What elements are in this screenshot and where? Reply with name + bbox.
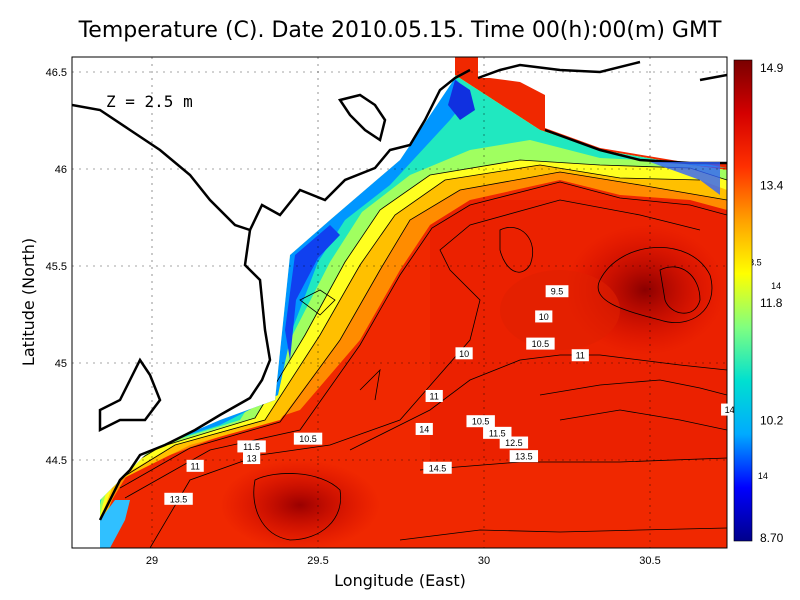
contour-label-text: 14.5 [429,463,447,473]
contour-label-text: 11 [576,351,585,361]
x-tick-label: 30 [478,555,490,567]
y-tick-label: 44.5 [46,455,67,467]
contour-label: 10 [535,310,553,323]
contour-label-text: 10 [459,349,469,359]
contour-label: 14 [767,279,785,292]
y-tick-label: 46 [55,164,67,176]
isotherm-band-10 [285,225,340,360]
contour-label: 12.5 [499,436,529,449]
contour-label: 13 [243,452,261,465]
contour-label-text: 11.5 [243,442,260,452]
colorbar-label: 14.9 [760,61,784,75]
y-tick-label: 46.5 [46,67,67,79]
contour-label: 14 [415,422,433,435]
contour-label: 11.5 [483,426,512,439]
colorbar-label: 8.70 [760,531,784,545]
x-tick-label: 30.5 [639,555,660,567]
x-tick-label: 29 [146,555,158,567]
contour-label-text: 14 [758,471,768,481]
colorbar-label: 13.4 [760,179,784,193]
contour-label-text: 10.5 [472,417,490,427]
contour-label-text: 12.5 [505,438,523,448]
contour-label-text: 11 [430,391,439,401]
contour-label-text: 10 [539,312,549,322]
warm-core-south [220,460,380,548]
colorbar-label: 11.8 [760,296,783,310]
y-tick-label: 45.5 [46,261,67,273]
contour-label-text: 10.5 [532,339,550,349]
x-axis-label: Longitude (East) [334,571,466,590]
plot-frame [71,56,728,549]
contour-label: 9.5 [545,285,569,298]
x-tick-label: 29.5 [307,555,328,567]
coastline [72,60,727,521]
gridlines [72,57,727,548]
contour-label-text: 11 [190,461,199,471]
contour-label-text: 14 [725,405,735,415]
contour-label: 14.5 [423,461,452,474]
contour-label-text: 10.5 [299,434,317,444]
colorbar-labels: 14.9 13.4 11.8 10.2 8.70 [760,61,784,545]
contour-label: 14 [754,469,772,482]
contour-label: 11 [186,459,204,472]
colorbar [733,59,753,542]
contour-label-text: 14 [419,424,429,434]
contour-label: 10.5 [293,432,323,445]
contour-label: 11.5 [237,440,266,453]
contour-label: 11 [571,349,589,362]
contour-label: 13.5 [509,450,539,463]
depth-label: Z = 2.5 m [106,92,193,111]
contour-label-text: 13 [247,454,257,464]
contour-label-text: 13.5 [744,258,762,268]
contour-label: 10.5 [526,337,555,350]
contour-label: 10.5 [466,415,495,428]
contour-label-text: 14 [771,281,781,291]
y-axis-label: Latitude (North) [19,238,38,366]
chart-title: Temperature (C). Date 2010.05.15. Time 0… [78,18,722,43]
contour-label-text: 13.5 [515,452,533,462]
y-tick-labels: 46.5 46 45.5 45 44.5 [46,67,67,467]
contour-label-text: 13.5 [170,494,188,504]
colorbar-label: 10.2 [760,414,784,428]
contour-label: 11 [425,389,443,402]
contour-label-text: 9.5 [551,287,564,297]
map-field [72,57,727,548]
contour-label: 13.5 [164,492,193,505]
contour-label: 10 [455,347,473,360]
y-tick-label: 45 [55,358,67,370]
contour-label-text: 11.5 [489,428,506,438]
